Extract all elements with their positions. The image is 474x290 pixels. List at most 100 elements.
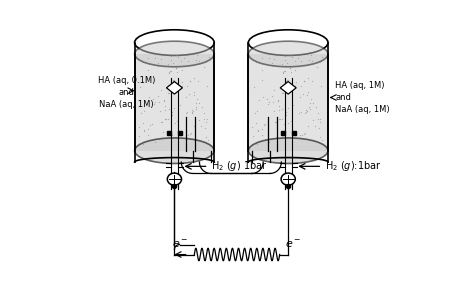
Point [278, 91, 286, 96]
Point [168, 53, 175, 58]
Point [166, 69, 174, 74]
Point [291, 59, 299, 63]
Point [199, 105, 206, 109]
Point [300, 132, 308, 137]
Point [173, 119, 181, 124]
Ellipse shape [248, 30, 328, 55]
Point [249, 134, 256, 139]
Point [296, 133, 303, 138]
Point [135, 134, 143, 139]
Point [306, 100, 314, 105]
Point [173, 66, 180, 71]
Point [286, 83, 294, 87]
Point [249, 125, 256, 129]
Point [168, 133, 175, 138]
Point [173, 70, 181, 75]
Point [282, 86, 290, 90]
Point [182, 95, 190, 99]
Point [286, 52, 293, 57]
Point [311, 124, 319, 128]
Point [271, 120, 279, 125]
Point [286, 65, 293, 70]
Point [165, 106, 173, 111]
Point [298, 59, 305, 64]
Point [198, 124, 205, 128]
Point [176, 102, 183, 107]
Point [157, 120, 165, 125]
Point [195, 58, 202, 63]
Point [140, 109, 147, 113]
Point [281, 58, 289, 63]
Point [294, 56, 301, 61]
Point [282, 53, 289, 58]
Point [188, 110, 195, 115]
Point [317, 84, 325, 88]
Point [302, 109, 310, 114]
Point [138, 111, 146, 115]
Point [283, 60, 291, 65]
Point [258, 56, 265, 60]
Point [196, 117, 203, 122]
Point [164, 117, 172, 121]
Point [162, 117, 170, 122]
Point [282, 133, 289, 138]
Point [300, 92, 307, 96]
Point [137, 84, 144, 89]
Polygon shape [280, 81, 296, 94]
Point [304, 90, 312, 95]
Ellipse shape [248, 138, 328, 164]
Point [315, 126, 323, 130]
Point [280, 69, 288, 74]
Point [151, 140, 159, 145]
Point [160, 98, 168, 103]
Point [170, 77, 178, 82]
Point [187, 79, 194, 84]
Point [276, 117, 283, 122]
Point [190, 93, 198, 98]
Point [177, 59, 185, 63]
Point [304, 123, 312, 128]
Point [180, 56, 188, 61]
Point [182, 110, 190, 115]
Point [140, 129, 147, 133]
Point [284, 106, 292, 110]
Point [189, 109, 197, 113]
Point [184, 59, 191, 64]
Point [318, 137, 325, 142]
Point [282, 135, 289, 140]
Point [292, 67, 299, 72]
Point [144, 133, 152, 137]
Point [306, 107, 313, 112]
Point [258, 127, 265, 132]
Point [192, 100, 200, 105]
Point [171, 121, 178, 125]
Point [274, 98, 282, 103]
Text: H$_2$ ($g$):1bar: H$_2$ ($g$):1bar [325, 159, 382, 173]
Point [192, 107, 200, 112]
Point [310, 117, 317, 122]
Polygon shape [135, 54, 214, 151]
Point [287, 119, 295, 124]
Point [297, 84, 304, 88]
Point [268, 64, 276, 69]
Point [182, 133, 190, 138]
Point [292, 80, 300, 85]
Ellipse shape [281, 173, 295, 185]
Point [306, 57, 313, 62]
Point [144, 56, 152, 60]
Point [254, 109, 261, 113]
Point [275, 108, 283, 113]
Point [262, 122, 269, 126]
Point [284, 77, 292, 82]
Point [191, 90, 198, 95]
Point [265, 55, 273, 60]
Point [141, 98, 149, 103]
Point [292, 84, 299, 88]
Point [263, 97, 271, 101]
Point [274, 98, 282, 103]
Point [145, 68, 152, 72]
Point [169, 113, 176, 118]
Point [255, 98, 263, 103]
Point [185, 132, 192, 137]
Point [155, 64, 162, 69]
